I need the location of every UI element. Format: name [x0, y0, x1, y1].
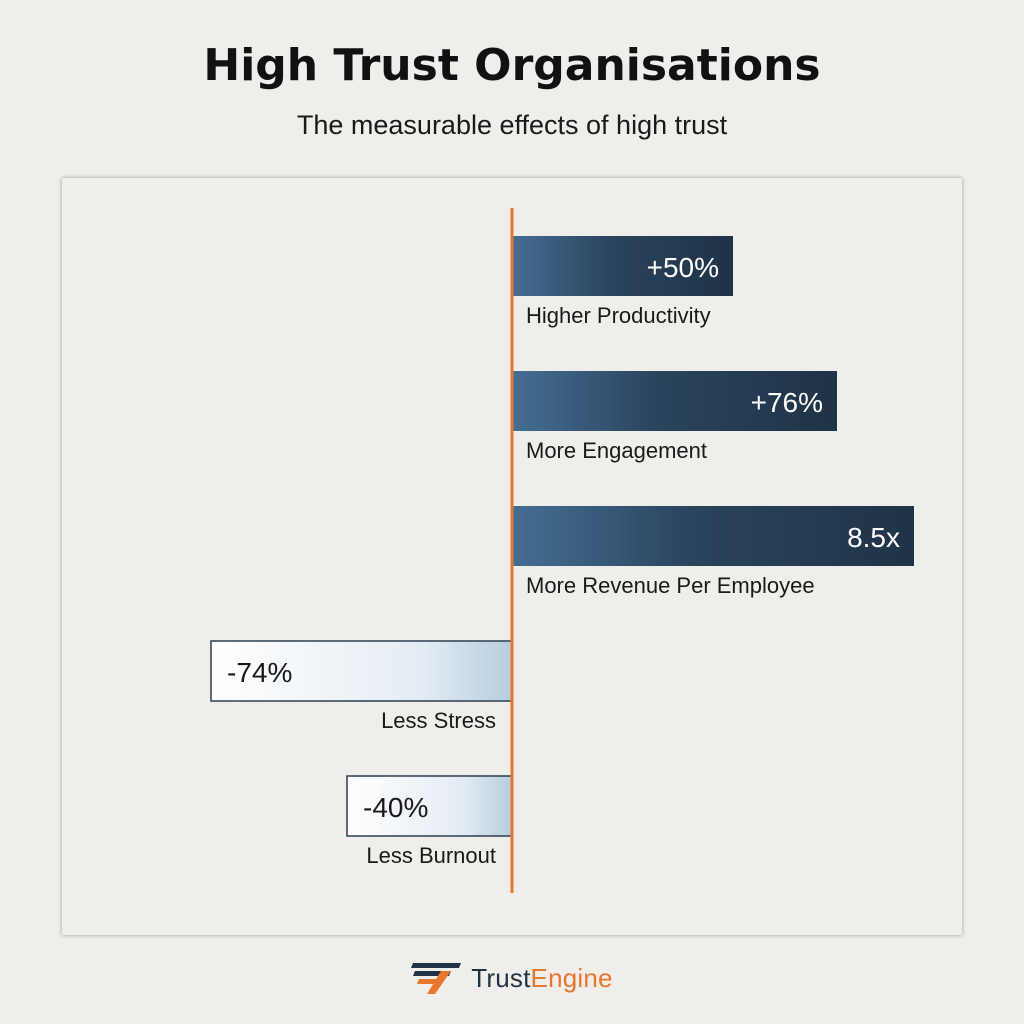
category-label-4: Less Burnout	[366, 843, 496, 868]
bar-value-label-2: 8.5x	[847, 522, 900, 553]
bar-4	[346, 775, 513, 837]
bar-value-label-1: +76%	[751, 387, 823, 418]
category-label-3: Less Stress	[381, 708, 496, 733]
category-label-0: Higher Productivity	[526, 303, 711, 328]
bar-value-label-0: +50%	[647, 252, 719, 283]
category-label-1: More Engagement	[526, 438, 707, 463]
trustengine-logo-icon	[411, 963, 462, 994]
brand-part2: Engine	[530, 962, 613, 993]
bar-1	[512, 371, 837, 431]
bar-chart: +50% Higher Productivity +76% More Engageme…	[210, 208, 914, 893]
brand-part1: Trust	[471, 962, 531, 993]
footer-logo: TrustEngine	[0, 958, 1024, 998]
brand-name: TrustEngine	[471, 963, 612, 994]
chart-panel: +50% Higher Productivity +76% More Engageme…	[62, 178, 962, 935]
bar-value-label-4: -40%	[363, 792, 428, 823]
bar-0	[512, 236, 733, 296]
bar-2	[512, 506, 914, 566]
chart-subtitle: The measurable effects of high trust	[296, 110, 728, 140]
chart-title: High Trust Organisations	[203, 40, 821, 91]
category-label-2: More Revenue Per Employee	[526, 573, 815, 598]
bar-value-label-3: -74%	[227, 657, 292, 688]
